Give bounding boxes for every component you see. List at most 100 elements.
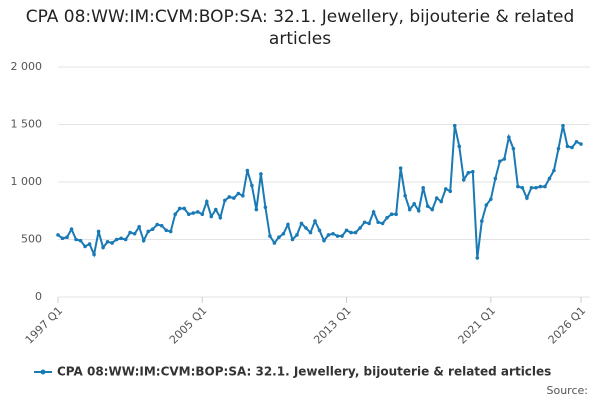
- data-point: [380, 221, 385, 226]
- data-point: [543, 184, 547, 189]
- data-point: [295, 233, 299, 237]
- data-point: [466, 171, 471, 175]
- data-point: [155, 222, 159, 227]
- data-point: [191, 211, 196, 215]
- data-point: [123, 237, 128, 242]
- data-point: [367, 221, 371, 226]
- data-point: [416, 208, 421, 213]
- data-point: [385, 215, 389, 220]
- data-point: [525, 196, 529, 200]
- data-point: [538, 184, 543, 189]
- data-point: [313, 219, 317, 223]
- data-point: [340, 234, 344, 238]
- data-point: [480, 219, 484, 223]
- x-tick-label: 1997 Q1: [23, 304, 66, 347]
- data-point: [493, 176, 498, 181]
- data-point: [141, 238, 146, 243]
- data-point: [227, 195, 232, 199]
- data-point: [56, 233, 60, 237]
- data-point: [484, 203, 489, 207]
- data-point: [65, 235, 69, 239]
- data-point: [92, 252, 96, 257]
- y-tick-label: 2 000: [11, 60, 43, 73]
- data-point: [308, 230, 313, 235]
- data-point: [335, 234, 340, 238]
- data-point: [498, 159, 502, 164]
- data-point: [218, 215, 223, 220]
- data-point: [376, 220, 380, 225]
- data-point: [263, 205, 268, 210]
- y-tick-label: 0: [35, 290, 42, 303]
- data-point: [389, 212, 394, 216]
- data-point: [232, 196, 236, 200]
- data-point: [452, 123, 457, 128]
- y-tick-label: 500: [21, 233, 42, 246]
- data-point: [353, 230, 358, 235]
- data-point: [457, 144, 462, 149]
- data-point: [475, 256, 480, 260]
- data-point: [421, 185, 425, 190]
- data-point: [547, 176, 552, 181]
- data-point: [236, 191, 241, 196]
- data-point: [241, 194, 245, 198]
- y-tick-label: 1 500: [11, 118, 43, 131]
- chart-title: CPA 08:WW:IM:CVM:BOP:SA: 32.1. Jewellery…: [25, 7, 575, 49]
- data-point: [204, 199, 209, 204]
- data-point: [520, 185, 525, 190]
- data-point: [60, 236, 65, 241]
- legend-label: CPA 08:WW:IM:CVM:BOP:SA: 32.1. Jewellery…: [57, 365, 551, 379]
- data-point: [516, 184, 520, 189]
- data-point: [195, 210, 200, 214]
- data-point: [529, 185, 534, 190]
- data-point: [128, 230, 132, 235]
- data-point: [159, 223, 164, 228]
- data-point: [326, 233, 331, 237]
- data-point: [489, 197, 493, 202]
- data-point: [101, 245, 105, 250]
- data-point: [425, 204, 430, 208]
- data-point: [268, 234, 272, 238]
- data-point: [250, 183, 254, 188]
- data-point: [349, 230, 353, 235]
- data-point: [74, 237, 78, 242]
- data-point: [78, 238, 83, 243]
- data-point: [277, 235, 281, 239]
- data-point: [317, 228, 322, 233]
- data-point: [439, 199, 444, 204]
- data-point: [182, 206, 187, 211]
- x-tick-label: 2021 Q1: [456, 304, 499, 347]
- data-point: [168, 229, 173, 234]
- data-point: [245, 168, 250, 173]
- data-point: [200, 212, 205, 216]
- data-point: [561, 123, 565, 128]
- data-point: [164, 228, 169, 233]
- data-point: [534, 185, 538, 190]
- data-point: [83, 244, 87, 249]
- data-point: [87, 242, 92, 246]
- data-point: [552, 168, 556, 173]
- data-point: [570, 145, 574, 150]
- data-point: [137, 225, 141, 229]
- data-point: [173, 212, 178, 216]
- data-point: [214, 207, 218, 212]
- data-point: [146, 229, 150, 234]
- x-tick-label: 2005 Q1: [167, 304, 210, 347]
- data-point: [299, 221, 304, 226]
- y-tick-label: 1 000: [11, 175, 43, 188]
- data-point: [304, 226, 308, 230]
- source-label: Source:: [547, 384, 589, 397]
- data-point: [394, 212, 398, 216]
- data-point: [502, 157, 507, 161]
- data-point: [223, 198, 227, 203]
- data-point: [403, 194, 407, 198]
- data-point: [272, 241, 277, 245]
- x-tick-label: 2013 Q1: [311, 304, 354, 347]
- data-point: [358, 226, 362, 230]
- series-line: [57, 125, 582, 259]
- data-point: [461, 177, 466, 182]
- data-point: [322, 238, 326, 243]
- data-point: [290, 237, 295, 242]
- data-point: [96, 229, 101, 234]
- data-point: [362, 220, 367, 225]
